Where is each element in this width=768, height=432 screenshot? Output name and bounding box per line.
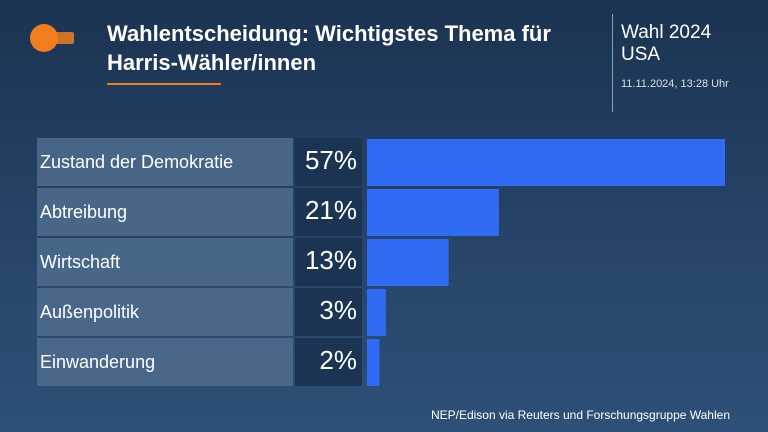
value-box xyxy=(295,338,362,386)
kicker: Wahl 2024 USA xyxy=(621,22,711,66)
bar xyxy=(367,339,380,386)
category-label: Zustand der Demokratie xyxy=(40,152,233,172)
kicker-line: Wahl 2024 xyxy=(621,22,712,43)
logo xyxy=(30,24,74,52)
chart-title: Wahlentscheidung: Wichtigstes Thema für … xyxy=(107,21,551,75)
bar xyxy=(367,189,499,236)
label-box xyxy=(37,138,293,186)
value-label: 13% xyxy=(305,245,357,275)
bar xyxy=(367,289,386,336)
category-label: Abtreibung xyxy=(40,202,127,222)
value-label: 3% xyxy=(319,295,357,325)
label-box xyxy=(37,338,293,386)
value-box xyxy=(295,138,362,186)
value-box xyxy=(295,288,362,336)
title-underline xyxy=(107,83,221,85)
value-label: 57% xyxy=(305,145,357,175)
value-box xyxy=(295,238,362,286)
label-box xyxy=(37,238,293,286)
value-label: 2% xyxy=(319,345,357,375)
category-label: Außenpolitik xyxy=(40,302,140,322)
bar xyxy=(367,139,725,186)
value-label: 21% xyxy=(305,195,357,225)
label-box xyxy=(37,188,293,236)
source: NEP/Edison via Reuters und Forschungsgru… xyxy=(431,408,730,422)
logo-circle xyxy=(30,24,58,52)
logo-bar xyxy=(52,32,74,44)
label-box xyxy=(37,288,293,336)
category-label: Einwanderung xyxy=(40,352,155,372)
kicker-line: USA xyxy=(621,44,661,65)
category-label: Wirtschaft xyxy=(40,252,120,272)
divider xyxy=(612,14,613,112)
bar xyxy=(367,239,449,286)
timestamp: 11.11.2024, 13:28 Uhr xyxy=(621,78,729,90)
value-box xyxy=(295,188,362,236)
